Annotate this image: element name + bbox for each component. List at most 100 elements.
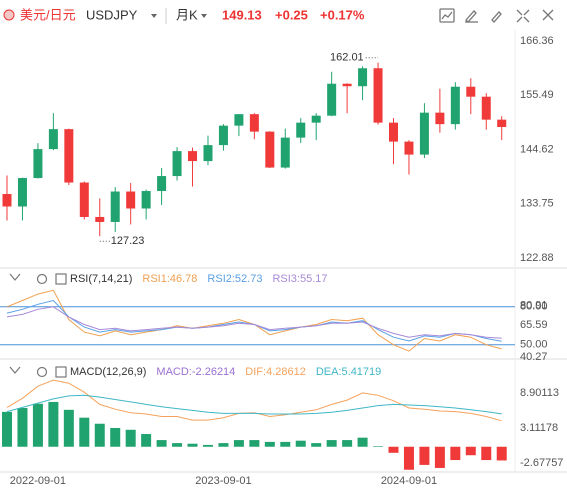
y-tick-label: 80.00 [520,301,548,313]
candle-body [481,96,491,120]
toggle-icon[interactable] [55,366,67,378]
candle-body [404,141,414,155]
candle-body [79,182,89,217]
histogram-bar [156,440,167,447]
histogram-bar [342,440,353,447]
histogram-bar [496,446,507,461]
histogram-bar [388,446,399,453]
histogram-bar [2,411,12,447]
histogram-bar [450,446,461,461]
period[interactable]: 月K [176,7,198,22]
y-tick-label: 166.36 [520,35,554,47]
candle-body [497,119,507,127]
legend-entry: RSI2:52.73 [207,273,262,285]
close-button[interactable] [542,9,554,21]
change: +0.25 [275,7,308,22]
toggle-icon[interactable] [55,273,67,285]
draw-button[interactable] [465,10,478,23]
settings-icon[interactable] [36,366,48,378]
y-tick-label: 122.88 [520,252,554,264]
candle-body [141,191,151,209]
histogram-bar [264,441,275,447]
settings-icon[interactable] [36,273,48,285]
fullscreen-button[interactable] [516,9,530,23]
collapse-icon[interactable] [9,273,21,281]
candle-body [311,115,321,123]
candle-body [450,86,460,125]
candle-body [110,191,120,222]
histogram-bar [295,440,306,447]
collapse-icon[interactable] [9,366,21,374]
histogram-bar [465,446,476,456]
legend-entry: RSI3:55.17 [272,273,327,285]
histogram-bar [280,441,291,447]
dropdown-arrow[interactable] [151,14,157,18]
x-tick-label: 2024-09-01 [381,475,437,487]
candle-body [389,122,398,142]
histogram-bar [357,437,368,447]
histogram-bar [187,443,198,447]
histogram-bar [326,440,337,447]
candle-body [373,68,383,123]
candle-body [435,112,445,125]
candle-body [33,149,43,179]
candle-body [218,125,228,146]
histogram-bar [481,446,492,461]
legend-entry: DIF:4.28612 [245,366,306,378]
histogram-bar [48,401,59,447]
histogram-bar [110,427,121,447]
y-tick-label: 155.49 [520,89,554,101]
histogram-bar [249,440,260,447]
histogram-bar [125,429,136,447]
y-tick-label: 50.00 [520,339,548,351]
pen-button[interactable] [491,11,502,23]
candle-body [280,137,290,168]
instrument-symbol[interactable]: USDJPY [86,7,138,22]
flag-icon [3,9,15,21]
y-tick-label: -2.67757 [520,457,563,469]
histogram-bar [32,403,43,447]
instrument-name[interactable]: 美元/日元 [20,7,76,22]
price: 149.13 [222,7,262,22]
candle-body [2,194,12,207]
indicator-title: RSI(7,14,21) [70,273,132,285]
histogram-bar [141,434,152,447]
candle-body [64,129,74,183]
x-tick-label: 2023-09-01 [195,475,251,487]
y-tick-label: 144.62 [520,143,554,155]
histogram-bar [373,446,384,447]
candle-body [17,178,27,207]
indicator-line [6,306,502,339]
candle-body [126,191,136,209]
x-tick-label: 2022-09-01 [10,475,66,487]
high-annotation: 162.01 [330,52,364,64]
histogram-bar [434,446,445,468]
low-annotation: 127.23 [111,235,145,247]
change-percent: +0.17% [320,7,365,22]
candle-body [157,176,167,192]
y-tick-label: 133.75 [520,198,554,210]
histogram-bar [311,443,322,447]
histogram-bar [233,440,244,447]
indicator-title: MACD(12,26,9) [70,366,146,378]
dropdown-arrow[interactable] [201,14,207,18]
legend-entry: MACD:-2.26214 [156,366,235,378]
candle-body [188,151,198,162]
candle-body [203,145,213,162]
legend-entry: DEA:5.41719 [316,366,381,378]
indicator-button[interactable] [439,8,455,23]
histogram-bar [94,423,105,447]
histogram-bar [218,443,229,447]
candle-body [265,131,275,168]
candle-body [296,122,306,138]
histogram-bar [17,407,28,447]
histogram-bar [172,443,183,447]
histogram-bar [79,417,90,447]
candle-body [249,114,259,132]
candle-body [234,114,244,126]
candle-body [466,86,476,97]
histogram-bar [202,444,213,447]
candle-body [95,216,105,222]
histogram-bar [403,446,414,470]
